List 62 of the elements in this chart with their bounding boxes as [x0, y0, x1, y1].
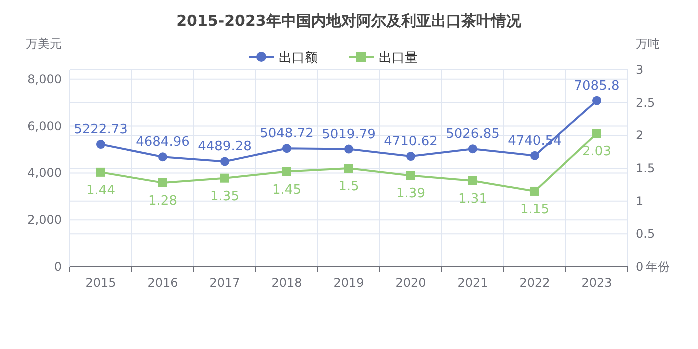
y2-tick-label: 2.5 [636, 96, 656, 110]
y2-axis-title: 万吨 [636, 37, 660, 51]
point [406, 152, 416, 162]
point [282, 144, 292, 154]
data-label: 1.45 [272, 182, 302, 198]
data-label: 1.28 [148, 194, 178, 209]
data-label: 1.15 [520, 202, 550, 218]
data-label: 1.35 [210, 189, 240, 204]
point [468, 176, 478, 186]
data-label: 5019.79 [322, 127, 376, 142]
x-tick-label: 2015 [86, 276, 116, 290]
data-label: 5026.85 [446, 127, 500, 142]
y2-tick-label: 0 [636, 260, 644, 274]
y2-tick-label: 1 [636, 194, 644, 208]
point [344, 144, 354, 154]
point [344, 164, 354, 173]
legend-label: 出口量 [379, 51, 418, 66]
data-label: 1.44 [86, 183, 116, 198]
point [96, 168, 106, 177]
x-tick-label: 2023 [582, 276, 612, 290]
x-tick-label: 2017 [210, 276, 240, 290]
x-tick-label: 2020 [396, 276, 426, 290]
data-label: 4489.28 [198, 140, 252, 155]
x-tick-label: 2018 [272, 276, 302, 290]
legend-label: 出口额 [279, 51, 318, 66]
data-label: 2.03 [582, 144, 612, 160]
x-tick-label: 2022 [520, 276, 550, 290]
point [220, 157, 230, 166]
y-tick-label: 8,000 [28, 72, 62, 86]
x-tick-label: 2019 [334, 276, 364, 290]
point [220, 174, 230, 183]
x-axis-title: 年份 [646, 260, 670, 274]
point [158, 178, 168, 188]
x-tick-label: 2016 [148, 276, 178, 290]
y2-tick-label: 3 [636, 63, 644, 77]
data-label: 7085.8 [574, 78, 620, 94]
point [406, 171, 416, 180]
point [530, 186, 540, 196]
y-tick-label: 2,000 [28, 213, 62, 228]
point [530, 151, 540, 160]
y-tick-label: 0 [54, 260, 62, 274]
chart-title: 2015-2023年中国内地对阿尔及利亚出口茶叶情况 [176, 12, 522, 30]
y2-tick-label: 1.5 [636, 162, 656, 176]
data-label: 1.5 [338, 180, 360, 194]
y-tick-label: 4,000 [28, 166, 62, 180]
y-tick-label: 6,000 [28, 119, 62, 134]
data-label: 4684.96 [136, 135, 190, 150]
point [282, 167, 292, 176]
data-label: 1.31 [458, 192, 488, 207]
data-label: 4710.62 [384, 134, 438, 150]
x-tick-label: 2021 [458, 276, 488, 290]
point [158, 152, 168, 162]
y-axis-title: 万美元 [26, 37, 62, 51]
y2-tick-label: 0.5 [636, 227, 656, 242]
point [592, 129, 602, 138]
point [592, 96, 602, 106]
data-label: 5222.73 [74, 122, 128, 138]
data-label: 5048.72 [260, 126, 314, 142]
data-label: 1.39 [396, 186, 426, 202]
y2-tick-label: 2 [636, 128, 644, 143]
point [96, 140, 106, 150]
point [468, 144, 478, 154]
